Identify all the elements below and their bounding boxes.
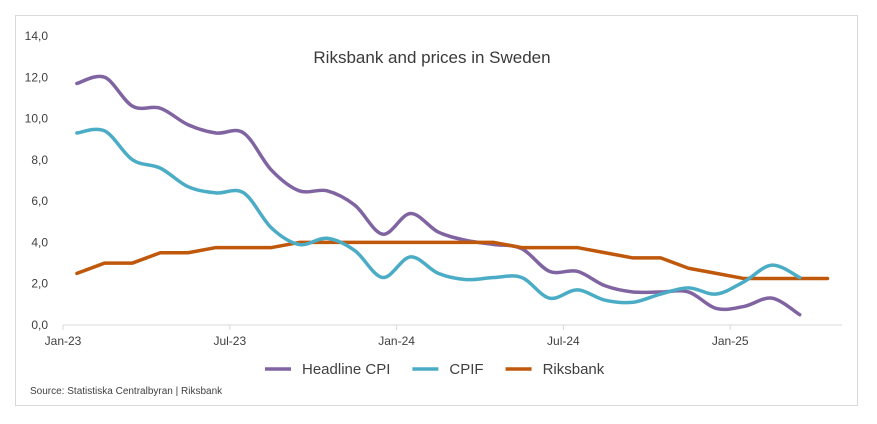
legend: Headline CPI CPIF Riksbank bbox=[265, 361, 605, 378]
legend-item-cpif: CPIF bbox=[412, 361, 484, 378]
legend-item-headline-cpi: Headline CPI bbox=[265, 361, 390, 378]
x-tick-label: Jul-24 bbox=[547, 334, 580, 348]
y-tick-label: 2,0 bbox=[31, 277, 48, 291]
y-tick-label: 12,0 bbox=[25, 70, 49, 84]
source-note: Source: Statistiska Centralbyran | Riksb… bbox=[30, 386, 223, 397]
y-tick-label: 10,0 bbox=[25, 112, 49, 126]
legend-label: Headline CPI bbox=[302, 361, 390, 378]
x-tick-label: Jan-23 bbox=[45, 334, 82, 348]
x-tick-label: Jan-24 bbox=[378, 334, 415, 348]
legend-item-riksbank: Riksbank bbox=[505, 361, 605, 378]
y-tick-label: 6,0 bbox=[31, 194, 48, 208]
y-tick-label: 14,0 bbox=[25, 29, 49, 43]
legend-label: Riksbank bbox=[543, 361, 605, 378]
y-tick-label: 4,0 bbox=[31, 235, 48, 249]
x-tick-label: Jan-25 bbox=[712, 334, 749, 348]
x-tick-label: Jul-23 bbox=[213, 334, 246, 348]
y-tick-label: 0,0 bbox=[31, 318, 48, 332]
y-axis: 0,0 2,0 4,0 6,0 8,0 10,0 12,0 14,0 bbox=[25, 29, 49, 332]
chart-title: Riksbank and prices in Sweden bbox=[313, 48, 550, 67]
y-tick-label: 8,0 bbox=[31, 153, 48, 167]
series-line-headline-cpi bbox=[75, 74, 802, 317]
x-axis: Jan-23 Jul-23 Jan-24 Jul-24 Jan-25 bbox=[45, 324, 842, 348]
series-line-riksbank bbox=[75, 240, 830, 281]
series-layer bbox=[75, 74, 830, 317]
chart-frame bbox=[15, 15, 858, 406]
series-line-cpif bbox=[75, 127, 802, 305]
legend-label: CPIF bbox=[449, 361, 483, 378]
